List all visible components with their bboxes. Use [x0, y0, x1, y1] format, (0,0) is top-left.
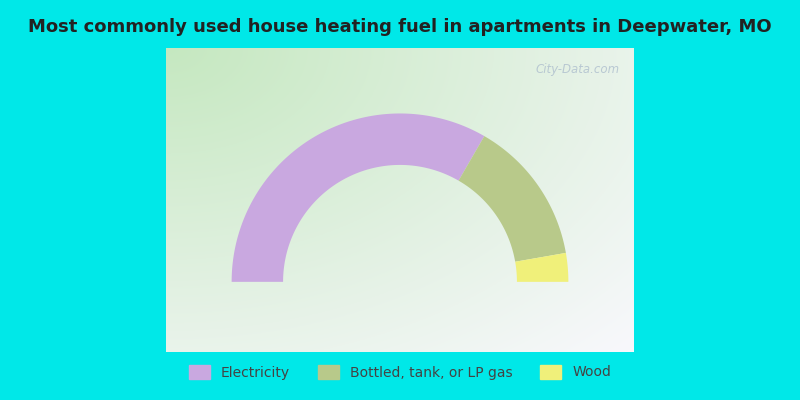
Polygon shape [232, 114, 484, 282]
Polygon shape [515, 253, 568, 282]
Legend: Electricity, Bottled, tank, or LP gas, Wood: Electricity, Bottled, tank, or LP gas, W… [183, 359, 617, 385]
Text: Most commonly used house heating fuel in apartments in Deepwater, MO: Most commonly used house heating fuel in… [28, 18, 772, 36]
Polygon shape [458, 136, 566, 262]
Text: City-Data.com: City-Data.com [536, 63, 620, 76]
